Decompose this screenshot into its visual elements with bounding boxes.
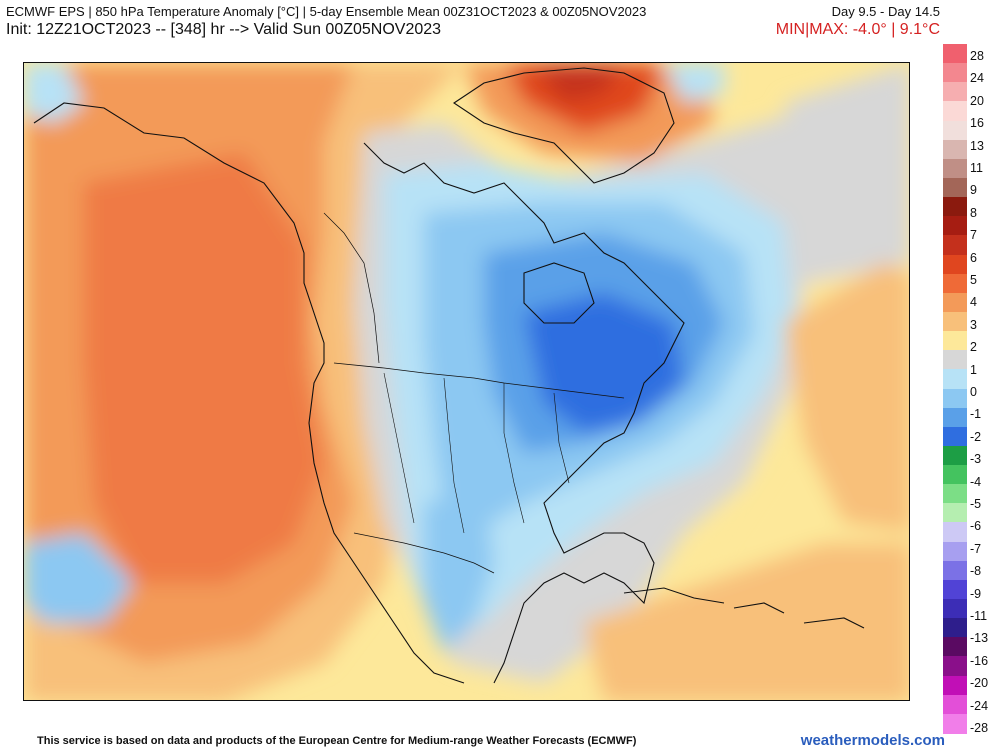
legend-swatch bbox=[943, 292, 967, 313]
legend-swatch bbox=[943, 331, 967, 351]
legend-label: -20 bbox=[970, 676, 989, 691]
legend-swatch bbox=[943, 44, 967, 64]
legend-label: 28 bbox=[970, 49, 984, 63]
legend-label: 13 bbox=[970, 138, 984, 153]
legend-label: -4 bbox=[970, 474, 982, 489]
legend-swatch bbox=[943, 541, 967, 562]
legend-swatch bbox=[943, 177, 967, 198]
legend-swatch bbox=[943, 120, 967, 141]
day-range: Day 9.5 - Day 14.5 bbox=[831, 4, 940, 19]
legend-swatch bbox=[943, 599, 967, 619]
map-canvas bbox=[24, 63, 909, 700]
legend-label: 0 bbox=[970, 385, 977, 399]
legend-label: 2 bbox=[970, 340, 977, 355]
legend-swatch bbox=[943, 235, 967, 256]
legend-swatch bbox=[943, 273, 967, 294]
legend-label: 3 bbox=[970, 317, 977, 332]
legend-swatch bbox=[943, 675, 967, 696]
legend-swatch bbox=[943, 656, 967, 677]
legend-swatch bbox=[943, 503, 967, 524]
legend-label: -11 bbox=[970, 609, 988, 623]
legend-label: -16 bbox=[970, 653, 989, 668]
legend-swatch bbox=[943, 139, 967, 160]
legend-label: 7 bbox=[970, 228, 977, 243]
anomaly-field bbox=[24, 63, 909, 700]
legend-swatch bbox=[943, 197, 967, 217]
legend-label: -13 bbox=[970, 631, 989, 646]
legend-swatch bbox=[943, 254, 967, 275]
anomaly-map bbox=[23, 62, 910, 701]
legend-swatch bbox=[943, 426, 967, 447]
legend-label: -1 bbox=[970, 407, 982, 422]
ecmwf-attribution: This service is based on data and produc… bbox=[37, 735, 637, 747]
legend-label: 11 bbox=[970, 161, 983, 175]
legend-label: 6 bbox=[970, 250, 977, 265]
legend-swatch bbox=[943, 82, 967, 102]
legend-swatch bbox=[943, 407, 967, 428]
legend-label: -2 bbox=[970, 429, 982, 444]
legend-swatch bbox=[943, 369, 967, 390]
color-legend bbox=[943, 44, 967, 734]
init-valid-line: Init: 12Z21OCT2023 -- [348] hr --> Valid… bbox=[6, 21, 442, 38]
legend-swatch bbox=[943, 216, 967, 236]
legend-label: 16 bbox=[970, 116, 984, 131]
min-max-readout: MIN|MAX: -4.0° | 9.1°C bbox=[775, 21, 940, 38]
legend-label: -7 bbox=[970, 541, 982, 556]
legend-swatch bbox=[943, 618, 967, 638]
legend-label: -9 bbox=[970, 586, 982, 601]
legend-swatch bbox=[943, 522, 967, 543]
legend-swatch bbox=[943, 465, 967, 485]
legend-label: 20 bbox=[970, 93, 984, 108]
legend-label: -8 bbox=[970, 564, 982, 579]
legend-label: 4 bbox=[970, 295, 977, 310]
coastlines bbox=[33, 67, 865, 684]
legend-swatch bbox=[943, 158, 967, 179]
legend-swatch bbox=[943, 63, 967, 83]
legend-swatch bbox=[943, 484, 967, 504]
legend-swatch bbox=[943, 101, 967, 122]
legend-label: 9 bbox=[970, 183, 977, 198]
site-link[interactable]: weathermodels.com bbox=[800, 732, 945, 749]
legend-label: -24 bbox=[970, 698, 989, 713]
legend-swatch bbox=[943, 445, 967, 466]
legend-swatch bbox=[943, 388, 967, 409]
legend-label: 24 bbox=[970, 71, 984, 86]
legend-label: -3 bbox=[970, 452, 982, 467]
legend-swatch bbox=[943, 350, 967, 370]
legend-label: -28 bbox=[970, 721, 989, 735]
legend-swatch bbox=[943, 713, 967, 734]
legend-swatch bbox=[943, 560, 967, 581]
legend-swatch bbox=[943, 311, 967, 332]
legend-swatch bbox=[943, 637, 967, 658]
legend-label: 1 bbox=[970, 362, 977, 377]
legend-label: 5 bbox=[970, 273, 977, 287]
legend-swatch bbox=[943, 694, 967, 715]
map-title: ECMWF EPS | 850 hPa Temperature Anomaly … bbox=[6, 4, 647, 19]
legend-label: -5 bbox=[970, 497, 982, 511]
legend-swatch bbox=[943, 579, 967, 600]
legend-label: 8 bbox=[970, 205, 977, 220]
legend-label: -6 bbox=[970, 519, 982, 534]
